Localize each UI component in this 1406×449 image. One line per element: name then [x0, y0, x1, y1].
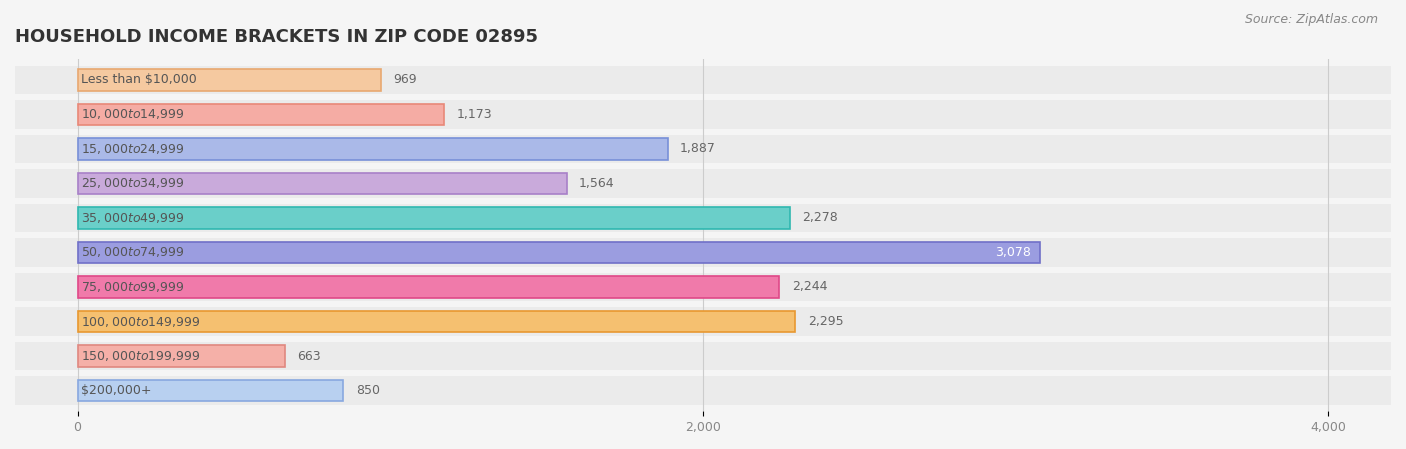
Text: 969: 969: [394, 73, 416, 86]
Bar: [77, 138, 668, 159]
Bar: [15, 135, 1391, 163]
Bar: [77, 242, 1040, 263]
Bar: [77, 173, 567, 194]
Text: 1,173: 1,173: [457, 108, 492, 121]
Bar: [77, 380, 343, 401]
Bar: [15, 273, 1391, 301]
Text: Source: ZipAtlas.com: Source: ZipAtlas.com: [1244, 13, 1378, 26]
Text: 2,278: 2,278: [803, 211, 838, 224]
Bar: [15, 238, 1391, 267]
Text: 2,244: 2,244: [792, 281, 827, 294]
Text: Less than $10,000: Less than $10,000: [80, 73, 197, 86]
Text: 1,564: 1,564: [579, 177, 614, 190]
Text: $50,000 to $74,999: $50,000 to $74,999: [80, 246, 184, 260]
Text: $200,000+: $200,000+: [80, 384, 152, 397]
Text: $15,000 to $24,999: $15,000 to $24,999: [80, 142, 184, 156]
Text: $100,000 to $149,999: $100,000 to $149,999: [80, 314, 200, 329]
Bar: [15, 169, 1391, 198]
Bar: [77, 345, 285, 367]
Text: $35,000 to $49,999: $35,000 to $49,999: [80, 211, 184, 225]
Bar: [15, 376, 1391, 405]
Bar: [15, 66, 1391, 94]
Text: 2,295: 2,295: [808, 315, 844, 328]
Text: 3,078: 3,078: [995, 246, 1031, 259]
Bar: [77, 311, 796, 332]
Text: $150,000 to $199,999: $150,000 to $199,999: [80, 349, 200, 363]
Text: 1,887: 1,887: [681, 142, 716, 155]
Text: 850: 850: [356, 384, 380, 397]
Text: $10,000 to $14,999: $10,000 to $14,999: [80, 107, 184, 121]
Text: $25,000 to $34,999: $25,000 to $34,999: [80, 176, 184, 190]
Bar: [15, 100, 1391, 128]
Text: 663: 663: [298, 349, 321, 362]
Bar: [77, 69, 381, 91]
Bar: [15, 308, 1391, 336]
Bar: [77, 104, 444, 125]
Text: HOUSEHOLD INCOME BRACKETS IN ZIP CODE 02895: HOUSEHOLD INCOME BRACKETS IN ZIP CODE 02…: [15, 28, 538, 46]
Bar: [77, 207, 790, 229]
Bar: [15, 204, 1391, 232]
Bar: [15, 342, 1391, 370]
Bar: [77, 276, 779, 298]
Text: $75,000 to $99,999: $75,000 to $99,999: [80, 280, 184, 294]
